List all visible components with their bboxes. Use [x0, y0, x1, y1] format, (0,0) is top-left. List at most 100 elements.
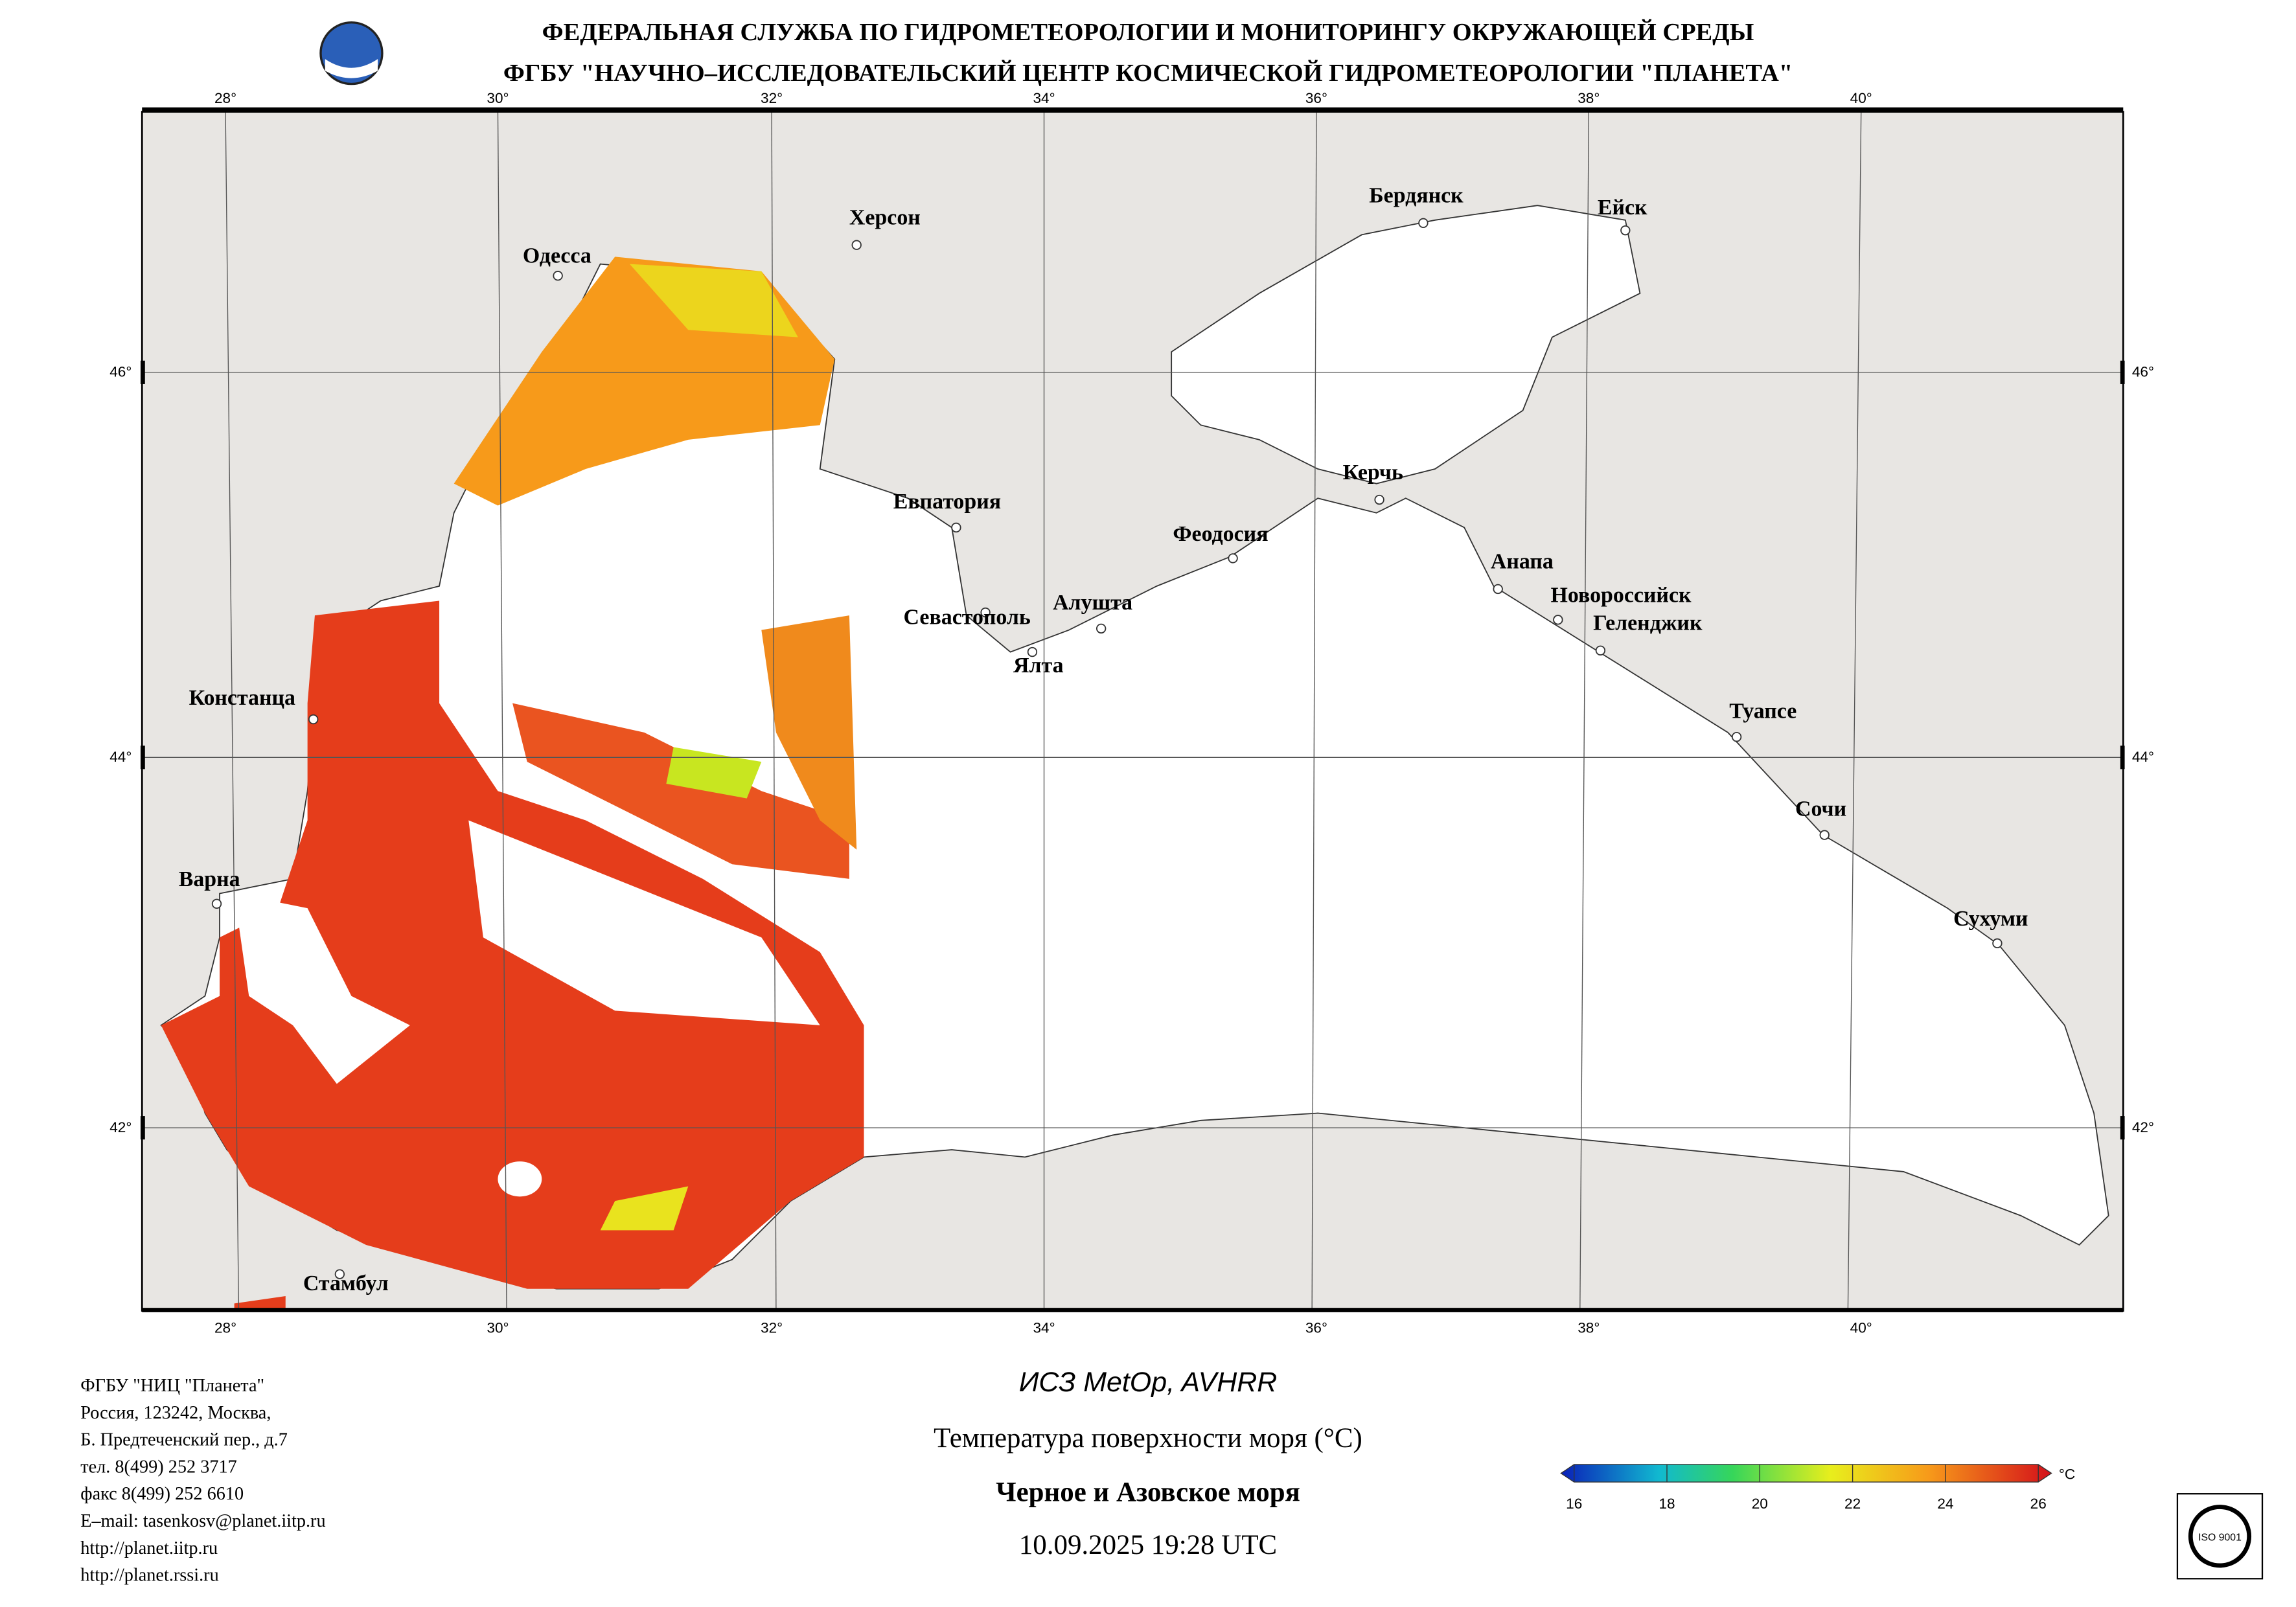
- colorbar-tick-label: 24: [1937, 1496, 1953, 1512]
- city-label: Ейск: [1598, 196, 1647, 220]
- city-label: Констанца: [189, 686, 295, 710]
- logo: [319, 21, 384, 85]
- lon-label: 34°: [1033, 1320, 1055, 1336]
- frame-tick: [140, 1116, 145, 1140]
- colorbar-tick-label: 20: [1752, 1496, 1768, 1512]
- lat-label: 44°: [109, 749, 132, 765]
- city-marker: [980, 607, 991, 618]
- city-label: Одесса: [523, 244, 591, 268]
- cloud-gap: [234, 893, 410, 1084]
- city-marker: [308, 714, 319, 725]
- graticule: [142, 111, 2124, 1311]
- frame-tick: [2120, 746, 2125, 769]
- city-marker: [1819, 830, 1830, 840]
- lat-label: 42°: [2132, 1119, 2154, 1135]
- city-label: Варна: [179, 867, 240, 891]
- address-line: Россия, 123242, Москва,: [80, 1403, 271, 1423]
- address-line: факс 8(499) 252 6610: [80, 1484, 244, 1504]
- city-marker: [553, 271, 563, 281]
- cities: Одесса Херсон Бердянск Ейск Евпатория Керчь Фе…: [179, 184, 2028, 1295]
- city-label: Евпатория: [893, 490, 1001, 514]
- meridian: [771, 111, 777, 1311]
- address-line: ФГБУ "НИЦ "Планета": [80, 1376, 264, 1396]
- city-marker: [1493, 584, 1503, 595]
- lon-label: 38°: [1578, 90, 1600, 106]
- colorbar-tick-label: 16: [1566, 1496, 1582, 1512]
- lon-label: 28°: [214, 90, 236, 106]
- lat-label: 46°: [109, 364, 132, 380]
- lat-label: 46°: [2132, 364, 2154, 380]
- lon-label: 36°: [1305, 1320, 1327, 1336]
- city-label: Туапсе: [1729, 699, 1797, 723]
- meridian: [1579, 111, 1589, 1311]
- city-marker: [1992, 938, 2003, 949]
- frame-tick: [2120, 360, 2125, 384]
- address-line: E–mail: tasenkosv@planet.iitp.ru: [80, 1511, 325, 1531]
- city-marker: [951, 522, 961, 533]
- map: [142, 111, 2124, 1311]
- lon-label: 32°: [761, 1320, 783, 1336]
- frame-tick: [2120, 1116, 2125, 1140]
- region: Черное и Азовское моря: [996, 1477, 1300, 1507]
- address-line: Б. Предтеченский пер., д.7: [80, 1430, 288, 1450]
- sst-center: [761, 615, 857, 850]
- address: ФГБУ "НИЦ "Планета" Россия, 123242, Москв…: [80, 1376, 325, 1586]
- meridian: [1311, 111, 1317, 1311]
- lat-label: 44°: [2132, 749, 2154, 765]
- frame-tick: [140, 746, 145, 769]
- sea-of-azov: [1171, 205, 1641, 484]
- address-line: http://planet.iitp.ru: [80, 1538, 218, 1558]
- city-marker: [1620, 225, 1631, 236]
- city-marker: [1553, 615, 1563, 625]
- city-label: Сочи: [1795, 797, 1846, 821]
- map-border: [142, 1308, 2124, 1312]
- city-label: Бердянск: [1369, 184, 1464, 208]
- header-line: ФГБУ "НАУЧНО–ИССЛЕДОВАТЕЛЬСКИЙ ЦЕНТР КОС…: [503, 60, 1793, 87]
- sst-center: [512, 703, 849, 879]
- lon-label: 40°: [1850, 90, 1872, 106]
- colorbar-tick-label: 18: [1659, 1496, 1675, 1512]
- iso-logo: ISO 9001: [2176, 1493, 2264, 1580]
- city-marker: [851, 240, 862, 250]
- product: Температура поверхности моря (°C): [934, 1423, 1362, 1453]
- city-marker: [1595, 645, 1606, 655]
- sst-shelf-warm: [629, 264, 798, 337]
- city-marker: [1731, 731, 1742, 742]
- lon-label: 40°: [1850, 1320, 1872, 1336]
- colorbar-unit: °C: [2059, 1466, 2075, 1483]
- city-label: Сухуми: [1953, 907, 2028, 931]
- header-line: ФЕДЕРАЛЬНАЯ СЛУЖБА ПО ГИДРОМЕТЕОРОЛОГИИ …: [542, 19, 1754, 46]
- datetime: 10.09.2025 19:28 UTC: [1019, 1530, 1277, 1560]
- colorbar: °C 16 18 20 22 24 26: [1560, 1464, 2075, 1512]
- cloud-gap: [468, 820, 820, 1025]
- city-marker: [1228, 553, 1238, 564]
- meridian: [497, 111, 507, 1311]
- iso-text: ISO 9001: [2198, 1533, 2242, 1544]
- sst-cool: [600, 1186, 689, 1231]
- lon-label: 30°: [487, 90, 509, 106]
- city-label: Феодосия: [1173, 522, 1268, 546]
- colorbar-tick-label: 22: [1844, 1496, 1861, 1512]
- sst-cool: [666, 747, 762, 799]
- city-label: Стамбул: [303, 1271, 389, 1295]
- city-marker: [1027, 646, 1038, 657]
- address-line: http://planet.rssi.ru: [80, 1566, 218, 1586]
- map-border: [142, 107, 2124, 112]
- satellite: ИСЗ MetOp, AVHRR: [1019, 1367, 1278, 1398]
- colorbar-ramp: [1560, 1464, 2052, 1483]
- city-label: Новороссийск: [1551, 584, 1692, 608]
- city-label: Керчь: [1343, 461, 1403, 484]
- map-labels: 28° 28° 30° 30° 32° 32° 34° 34° 36° 36° 38° 38° 40° 4…: [109, 90, 2154, 1336]
- city-label: Алушта: [1053, 591, 1132, 615]
- city-marker: [1374, 494, 1384, 505]
- lon-label: 30°: [487, 1320, 509, 1336]
- lon-label: 28°: [214, 1320, 236, 1336]
- city-marker: [1418, 218, 1429, 229]
- colorbar-tick-label: 26: [2030, 1496, 2047, 1512]
- city-label: Геленджик: [1593, 611, 1703, 635]
- meridian: [225, 111, 240, 1311]
- city-label: Ялта: [1013, 654, 1064, 678]
- city-marker: [211, 898, 222, 909]
- lon-label: 34°: [1033, 90, 1055, 106]
- address-line: тел. 8(499) 252 3717: [80, 1457, 236, 1477]
